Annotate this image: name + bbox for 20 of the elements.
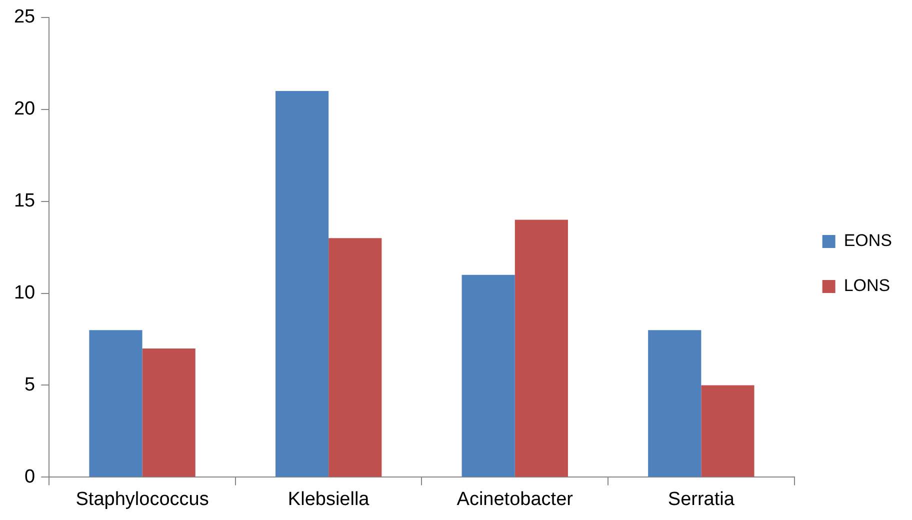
y-tick-label: 15: [14, 190, 36, 212]
y-tick-label: 0: [24, 466, 36, 488]
bar: [648, 330, 702, 477]
bar: [328, 238, 382, 477]
bar: [275, 90, 329, 477]
x-tick-label: Staphylococcus: [76, 488, 209, 510]
y-tick-label: 5: [24, 374, 36, 396]
y-tick-label: 20: [14, 98, 36, 120]
x-tick-label: Serratia: [668, 488, 735, 510]
legend-label: EONS: [844, 231, 892, 250]
bar: [89, 330, 142, 477]
legend-label: LONS: [844, 276, 890, 296]
y-tick-label: 25: [14, 6, 36, 28]
bar: [514, 220, 568, 477]
x-tick-label: Klebsiella: [288, 488, 370, 510]
x-tick-label: Acinetobacter: [456, 488, 574, 510]
bar: [701, 385, 754, 477]
bar: [142, 348, 196, 477]
bar: [462, 274, 515, 477]
y-tick-label: 10: [14, 282, 36, 304]
